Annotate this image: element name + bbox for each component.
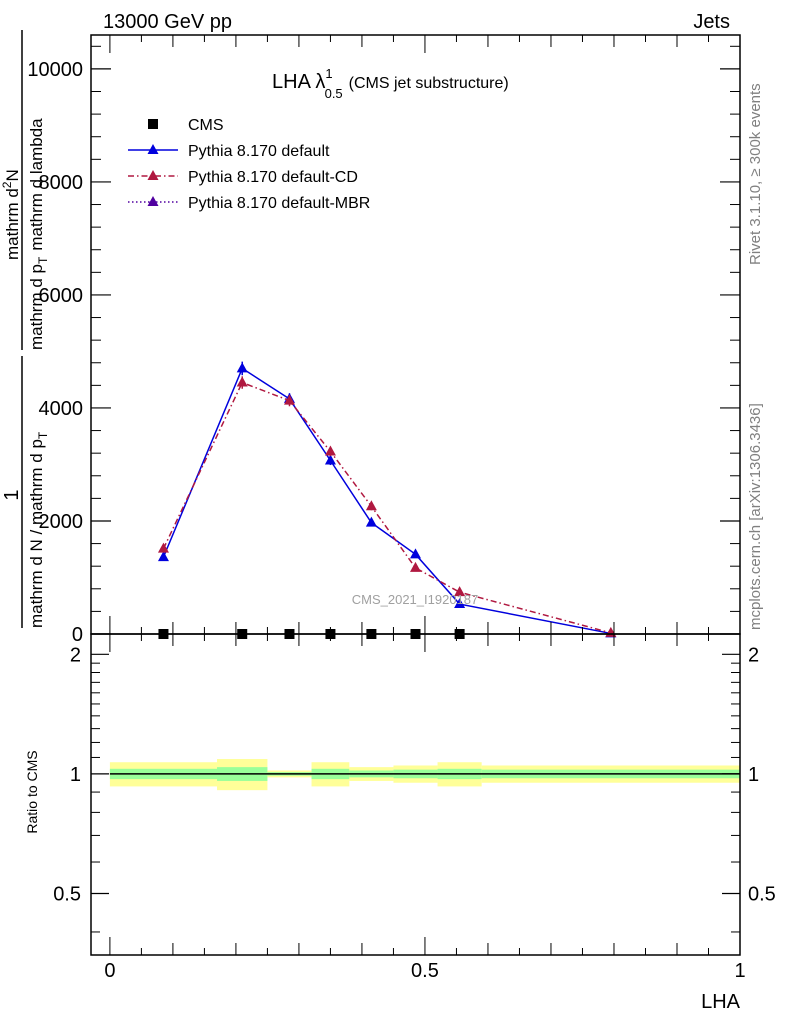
ylabel-ratio-denominator-sub: T [36, 256, 50, 264]
legend-label-cms: CMS [188, 117, 224, 134]
legend-marker-cd [147, 170, 159, 180]
ylabel-ratio-numerator-tail: N [3, 169, 22, 181]
legend-label-mbr: Pythia 8.170 default-MBR [188, 195, 370, 212]
legend-label-cd: Pythia 8.170 default-CD [188, 169, 358, 186]
legend: CMS Pythia 8.170 default Pythia 8.170 de… [128, 117, 370, 212]
x-tick-label: 0 [104, 960, 115, 982]
series-marker-2 [236, 376, 248, 387]
ratio-ytick-label-left: 0.5 [53, 883, 81, 905]
series-marker-1 [236, 362, 248, 373]
title-suffix: (CMS jet substructure) [349, 75, 509, 92]
ylabel-ratio-numerator-sup: 2 [0, 181, 14, 188]
series-marker-2 [365, 500, 377, 511]
ylabel-ratio-denominator-tail: mathrm d lambda [27, 118, 46, 251]
x-tick-label: 1 [734, 960, 745, 982]
watermark: CMS_2021_I1920187 [352, 592, 479, 607]
x-tick-label: 0.5 [411, 960, 439, 982]
main-ytick-label: 8000 [39, 172, 84, 194]
ylabel-ratio-denominator-main: mathrm d p [27, 264, 46, 350]
legend-marker-cms [148, 119, 158, 129]
series-marker-2 [605, 626, 617, 637]
main-ytick-label: 10000 [27, 59, 83, 81]
main-ytick-label: 0 [72, 624, 83, 646]
ylabel-ratio-numerator: mathrm d2N [0, 169, 22, 260]
series-marker-1 [157, 551, 169, 562]
legend-marker-mbr [147, 196, 159, 206]
series-marker-1 [324, 454, 336, 465]
series-marker-2 [324, 445, 336, 456]
ratio-ytick-label-right: 0.5 [748, 883, 776, 905]
main-ytick-label: 2000 [39, 511, 84, 533]
title-subscript: 0.5 [325, 86, 343, 101]
legend-marker-default [147, 144, 159, 154]
series-marker-2 [283, 394, 295, 405]
x-axis-label: LHA [701, 991, 741, 1013]
header-right: Jets [693, 11, 730, 33]
ratio-ytick-label-right: 1 [748, 764, 759, 786]
series-marker-1 [410, 548, 421, 559]
series-marker-2 [454, 586, 466, 597]
legend-label-default: Pythia 8.170 default [188, 143, 330, 160]
main-title: LHA λ1 0.5 (CMS jet substructure) [272, 66, 509, 101]
series-line-1 [162, 367, 611, 635]
series-line-2 [162, 381, 612, 634]
title-superscript: 1 [325, 66, 332, 81]
series-marker-2 [410, 561, 421, 572]
ylabel-denominator-sub: T [36, 431, 50, 439]
ratio-ytick-label-left: 1 [70, 764, 81, 786]
ratio-ylabel: Ratio to CMS [24, 750, 40, 833]
main-ytick-label: 4000 [39, 398, 84, 420]
ratio-ytick-label-left: 2 [70, 644, 81, 666]
rivet-label: Rivet 3.1.10, ≥ 300k events [747, 83, 764, 265]
series-marker-1 [454, 598, 466, 609]
ylabel-denominator-main: mathrm d N / mathrm d p [27, 439, 46, 628]
header-left: 13000 GeV pp [103, 11, 232, 33]
main-ytick-label: 6000 [39, 285, 84, 307]
ylabel-denominator: mathrm d N / mathrm d pT [27, 431, 50, 628]
mcplots-label: mcplots.cern.ch [arXiv:1306.3436] [747, 403, 764, 630]
ylabel-ratio-denominator: mathrm d pTmathrm d lambda [27, 118, 50, 350]
ratio-frame [90, 633, 741, 956]
series-marker-2 [157, 542, 169, 553]
main-ylabel: 1 mathrm d N / mathrm d pT mathrm d2N ma… [0, 30, 50, 628]
ratio-ytick-label-right: 2 [748, 644, 759, 666]
title-main: LHA λ [272, 71, 325, 93]
series-marker-1 [365, 516, 377, 527]
ylabel-numerator: 1 [1, 489, 23, 500]
ylabel-ratio-numerator-main: mathrm d [3, 188, 22, 260]
